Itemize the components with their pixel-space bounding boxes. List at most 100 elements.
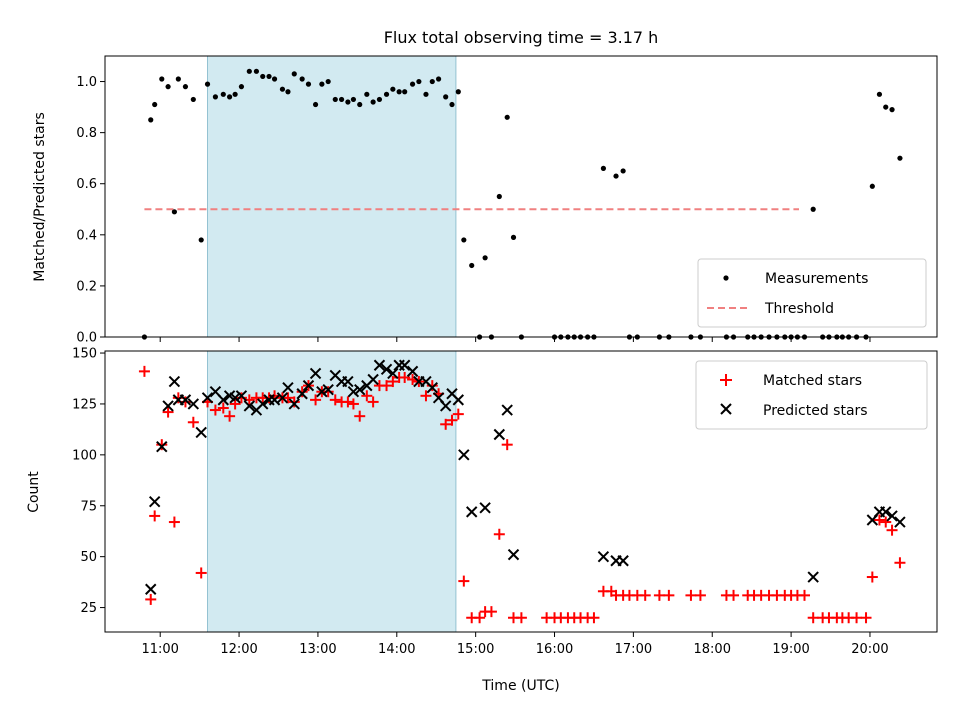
measurement-point: [305, 81, 312, 87]
y-tick-label: 0.2: [76, 279, 97, 294]
y-tick-label: 100: [72, 448, 97, 463]
predicted-star-point: [282, 381, 294, 394]
measurement-point: [232, 91, 238, 97]
top-panel: 0.0 0.2 0.4 0.6 0.8 1.0 Matched/Predicted sta…: [32, 55, 938, 346]
matched-star-point: [493, 528, 505, 540]
predicted-star-point: [479, 502, 491, 514]
predicted-star-point: [387, 367, 399, 380]
matched-star-point: [195, 567, 207, 579]
matched-star-point: [138, 365, 150, 377]
predicted-star-point: [398, 359, 411, 371]
predicted-star-point: [367, 373, 379, 386]
predicted-star-point: [201, 392, 214, 404]
matched-star-point: [168, 516, 180, 528]
measurement-point: [152, 101, 158, 108]
y-tick-label: 0.0: [76, 331, 97, 346]
measurement-point: [364, 91, 370, 97]
measurement-point: [889, 107, 895, 113]
matched-star-point: [296, 386, 308, 398]
matched-star-point: [288, 396, 300, 408]
matched-star-point: [653, 589, 665, 601]
measurement-point: [190, 96, 196, 103]
measurement-point: [171, 209, 177, 215]
bottom-x-ticks: 11:00 12:00 13:00 14:00 15:00 16:00 17:00 18:00…: [141, 632, 889, 657]
measurement-point: [429, 78, 435, 85]
predicted-star-point: [342, 375, 354, 388]
matched-star-point: [162, 406, 174, 418]
matched-star-point: [354, 410, 366, 422]
matched-star-point: [446, 414, 458, 426]
predicted-star-point: [886, 510, 898, 522]
y-tick-label: 150: [72, 347, 97, 362]
matched-star-point: [886, 524, 898, 536]
predicted-star-point: [501, 404, 513, 416]
matched-star-point: [426, 380, 438, 392]
top-y-axis-label: Matched/Predicted stars: [32, 112, 48, 282]
legend-threshold-label: Threshold: [764, 301, 834, 317]
predicted-star-point: [426, 381, 438, 394]
measurement-point: [496, 193, 502, 200]
measurement-point: [175, 76, 181, 82]
x-tick-label: 18:00: [694, 642, 731, 657]
measurement-point: [461, 237, 467, 243]
predicted-star-point: [452, 394, 465, 406]
matched-star-point: [866, 571, 878, 583]
measurement-point: [876, 91, 883, 97]
predicted-star-point: [162, 400, 174, 412]
measurement-point: [182, 84, 189, 90]
predicted-star-point: [257, 398, 269, 410]
matched-star-point: [474, 612, 486, 624]
measurement-point: [449, 101, 455, 108]
predicted-star-point: [217, 394, 230, 406]
predicted-star-point: [179, 394, 192, 406]
matched-star-point: [217, 402, 229, 414]
matched-star-point: [515, 612, 527, 624]
predicted-star-point: [406, 365, 419, 378]
measurement-point: [238, 84, 245, 90]
measurement-point: [220, 91, 226, 97]
matched-star-point: [880, 516, 892, 528]
legend-matched-label: Matched stars: [763, 373, 862, 389]
matched-star-point: [799, 589, 811, 601]
predicted-star-point: [288, 398, 300, 410]
y-tick-label: 125: [72, 397, 97, 412]
predicted-star-point: [507, 548, 520, 561]
measurement-point: [423, 91, 429, 97]
matched-star-point: [588, 612, 600, 624]
matched-star-point: [361, 390, 373, 402]
y-tick-label: 50: [80, 550, 97, 565]
predicted-star-point: [302, 379, 315, 392]
measurement-point: [271, 76, 278, 82]
measurement-point: [253, 68, 260, 74]
predicted-star-point: [466, 506, 478, 518]
predicted-star-point: [322, 383, 334, 396]
predicted-star-point: [148, 495, 161, 508]
matched-star-point: [209, 404, 221, 416]
predicted-star-point: [354, 383, 366, 396]
y-tick-label: 25: [80, 601, 97, 616]
predicted-star-point: [597, 550, 610, 563]
x-tick-label: 13:00: [299, 642, 336, 657]
predicted-star-point: [807, 571, 819, 583]
top-legend: Measurements Threshold: [697, 258, 927, 328]
matched-star-point: [310, 394, 322, 406]
matched-star-point: [894, 557, 906, 569]
measurement-point: [165, 84, 171, 90]
matched-star-point: [452, 408, 464, 420]
measurement-point: [416, 78, 422, 85]
matched-star-point: [187, 416, 199, 428]
measurement-point: [291, 71, 297, 77]
matched-star-point: [728, 589, 740, 601]
measurement-point: [482, 255, 488, 261]
measurement-point: [810, 206, 816, 212]
top-legend-box: [697, 258, 927, 328]
bottom-panel: 25 50 75 100 125 150 11:00 12:00 13:00 14:00 15:0…: [26, 347, 938, 694]
predicted-star-point: [235, 390, 248, 402]
matched-star-point: [329, 394, 341, 406]
measurement-point: [345, 99, 351, 105]
top-y-ticks: 0.0 0.2 0.4 0.6 0.8 1.0: [76, 75, 105, 346]
matched-star-point: [851, 612, 863, 624]
predicted-star-point: [373, 359, 386, 371]
y-tick-label: 1.0: [76, 75, 97, 90]
